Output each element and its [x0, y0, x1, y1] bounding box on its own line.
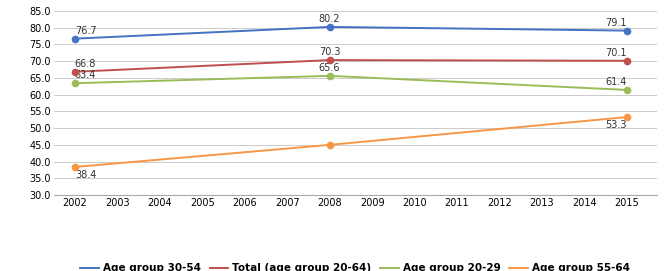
Total (age group 20-64)	[623, 59, 631, 62]
Age group 20-29	[580, 86, 588, 89]
Line: Age group 30-54: Age group 30-54	[75, 27, 627, 39]
Age group 55-64	[538, 123, 546, 127]
Age group 55-64	[495, 127, 503, 131]
Total (age group 20-64)	[368, 59, 376, 62]
Text: 61.4: 61.4	[606, 77, 627, 87]
Total (age group 20-64)	[198, 64, 206, 67]
Age group 55-64	[113, 162, 121, 165]
Age group 55-64	[453, 131, 461, 135]
Text: 65.6: 65.6	[319, 63, 340, 73]
Total (age group 20-64)	[580, 59, 588, 62]
Total (age group 20-64)	[155, 66, 163, 70]
Text: 70.3: 70.3	[319, 47, 340, 57]
Total (age group 20-64)	[411, 59, 419, 62]
Total (age group 20-64)	[283, 60, 291, 64]
Age group 30-54	[155, 33, 163, 36]
Age group 55-64	[411, 135, 419, 138]
Age group 30-54	[538, 28, 546, 31]
Age group 55-64	[241, 151, 249, 154]
Age group 20-29	[198, 78, 206, 81]
Age group 55-64	[580, 120, 588, 123]
Age group 20-29	[155, 79, 163, 82]
Text: 66.8: 66.8	[75, 59, 96, 69]
Age group 20-29	[411, 78, 419, 82]
Age group 30-54	[198, 31, 206, 34]
Age group 20-29	[623, 88, 631, 92]
Line: Age group 20-29: Age group 20-29	[75, 76, 627, 90]
Total (age group 20-64)	[538, 59, 546, 62]
Age group 30-54	[495, 27, 503, 31]
Total (age group 20-64)	[453, 59, 461, 62]
Age group 20-29	[538, 84, 546, 88]
Age group 20-29	[71, 82, 79, 85]
Text: 70.1: 70.1	[606, 48, 627, 58]
Age group 20-29	[241, 77, 249, 80]
Line: Age group 55-64: Age group 55-64	[75, 117, 627, 167]
Age group 55-64	[198, 154, 206, 157]
Age group 55-64	[326, 143, 334, 147]
Age group 55-64	[368, 139, 376, 143]
Age group 30-54	[411, 26, 419, 30]
Age group 30-54	[453, 27, 461, 30]
Age group 20-29	[453, 80, 461, 83]
Line: Total (age group 20-64): Total (age group 20-64)	[75, 60, 627, 72]
Age group 30-54	[623, 29, 631, 32]
Total (age group 20-64)	[113, 68, 121, 72]
Age group 30-54	[326, 25, 334, 28]
Total (age group 20-64)	[71, 70, 79, 73]
Age group 30-54	[241, 29, 249, 33]
Legend: Age group 30-54, Total (age group 20-64), Age group 20-29, Age group 55-64: Age group 30-54, Total (age group 20-64)…	[76, 259, 634, 271]
Total (age group 20-64)	[241, 62, 249, 66]
Age group 20-29	[326, 74, 334, 78]
Text: 63.4: 63.4	[75, 70, 96, 80]
Age group 30-54	[368, 26, 376, 29]
Text: 79.1: 79.1	[606, 18, 627, 28]
Total (age group 20-64)	[326, 59, 334, 62]
Age group 30-54	[71, 37, 79, 40]
Age group 55-64	[155, 158, 163, 161]
Age group 20-29	[283, 75, 291, 79]
Total (age group 20-64)	[495, 59, 503, 62]
Age group 55-64	[623, 115, 631, 119]
Age group 20-29	[113, 80, 121, 84]
Age group 30-54	[113, 35, 121, 38]
Age group 55-64	[283, 147, 291, 150]
Age group 20-29	[368, 76, 376, 79]
Text: 76.7: 76.7	[75, 26, 96, 36]
Age group 30-54	[580, 28, 588, 32]
Text: 38.4: 38.4	[75, 170, 96, 180]
Text: 53.3: 53.3	[606, 120, 627, 130]
Age group 55-64	[71, 165, 79, 169]
Text: 80.2: 80.2	[319, 14, 340, 24]
Age group 20-29	[495, 82, 503, 86]
Age group 30-54	[283, 27, 291, 31]
